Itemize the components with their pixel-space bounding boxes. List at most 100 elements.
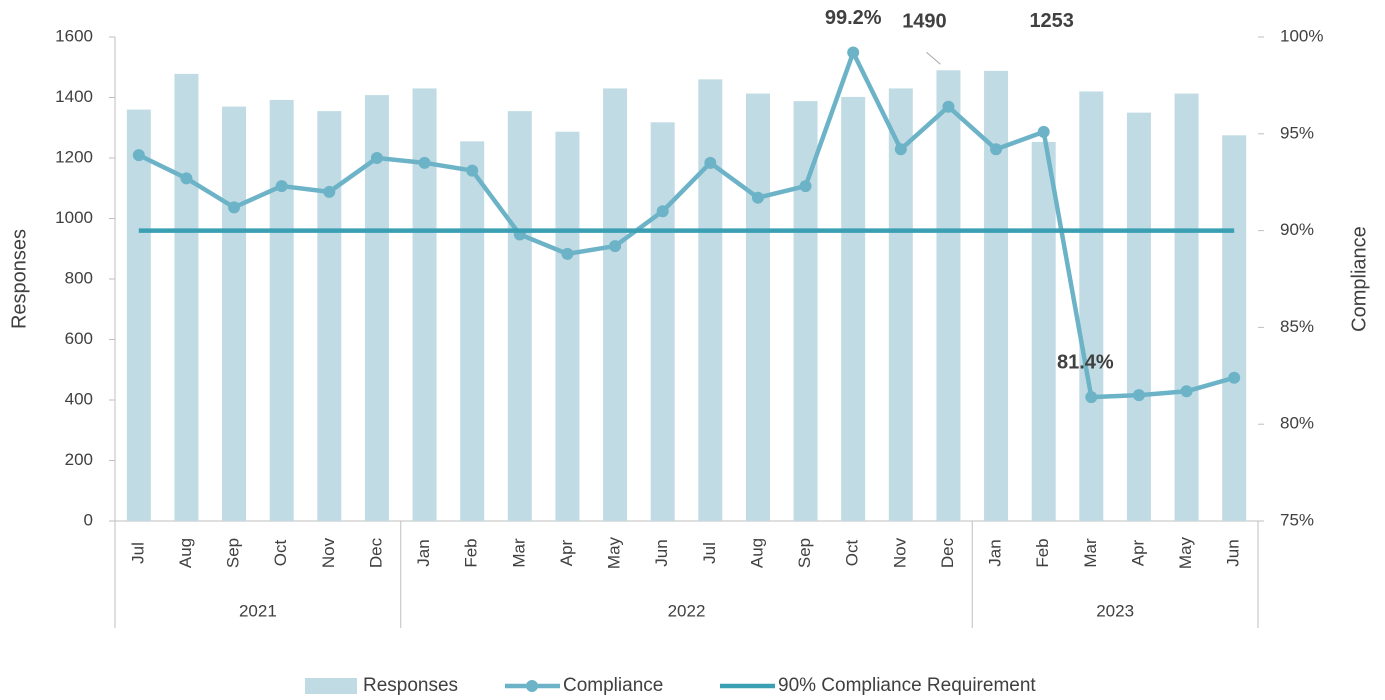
- bar: [841, 96, 866, 522]
- x-tick-label: Jul: [700, 542, 719, 564]
- marker: [180, 172, 193, 185]
- bar: [793, 101, 818, 521]
- x-tick-label: Apr: [557, 539, 576, 566]
- x-tick-label: Oct: [843, 540, 862, 567]
- marker: [942, 100, 955, 113]
- y-axis-label: Responses: [8, 229, 30, 329]
- bar: [174, 73, 199, 521]
- y2-tick-label: 95%: [1280, 123, 1314, 142]
- bar: [460, 141, 485, 522]
- x-tick-label: Jun: [652, 539, 671, 566]
- y-tick-label: 1400: [55, 87, 93, 106]
- y2-axis-label: Compliance: [1348, 226, 1370, 332]
- bar: [269, 99, 294, 522]
- data-label: 81.4%: [1057, 351, 1114, 373]
- y-tick-label: 0: [84, 510, 93, 529]
- bar: [507, 111, 532, 522]
- x-tick-label: Mar: [509, 538, 528, 568]
- group-label: 2022: [668, 601, 706, 620]
- y2-tick-label: 90%: [1280, 220, 1314, 239]
- bar: [222, 106, 247, 521]
- data-label: 1253: [1029, 10, 1074, 32]
- bar: [1174, 93, 1199, 521]
- bar: [936, 70, 961, 522]
- x-tick-label: May: [605, 536, 624, 569]
- y-tick-label: 400: [65, 389, 93, 408]
- marker: [275, 180, 288, 193]
- bar: [412, 88, 437, 522]
- line: [137, 50, 1235, 400]
- marker: [847, 46, 860, 59]
- x-tick-label: Feb: [1033, 538, 1052, 567]
- x-tick-label: Oct: [271, 540, 290, 567]
- x-tick-label: Dec: [366, 537, 385, 568]
- y-tick-label: 200: [65, 450, 93, 469]
- marker: [1037, 125, 1050, 138]
- marker: [751, 191, 764, 204]
- x-tick-label: Jun: [1224, 539, 1243, 566]
- x-tick-label: Aug: [176, 538, 195, 568]
- x-tick-label: Nov: [319, 537, 338, 568]
- group-label: 2021: [239, 601, 277, 620]
- x-tick-label: Apr: [1128, 539, 1147, 566]
- bar: [126, 109, 151, 521]
- x-tick-label: Sep: [224, 538, 243, 568]
- marker: [323, 185, 336, 198]
- bar: [1031, 141, 1056, 521]
- bar: [745, 93, 770, 521]
- legend-label: 90% Compliance Requirement: [778, 675, 1036, 696]
- x-tick-label: Sep: [795, 538, 814, 568]
- x-tick-label: May: [1176, 536, 1195, 569]
- y2-tick-label: 75%: [1280, 510, 1314, 529]
- bar: [698, 79, 723, 521]
- marker: [990, 143, 1003, 156]
- x-tick-label: Aug: [747, 538, 766, 568]
- data-label: 99.2%: [825, 7, 882, 29]
- marker: [1180, 385, 1193, 398]
- bar: [984, 70, 1009, 521]
- x-tick-label: Nov: [890, 537, 909, 568]
- y2-tick-label: 100%: [1280, 26, 1323, 45]
- marker: [370, 152, 383, 164]
- x-tick-label: Feb: [462, 538, 481, 567]
- legend-swatch: [305, 678, 357, 694]
- marker: [561, 247, 574, 260]
- legend-label: Responses: [363, 675, 458, 696]
- bar: [1222, 135, 1247, 521]
- y-tick-label: 800: [65, 268, 93, 287]
- x-tick-label: Mar: [1081, 538, 1100, 568]
- y-tick-label: 1000: [55, 208, 93, 227]
- x-tick-label: Jul: [128, 542, 147, 564]
- marker: [1085, 391, 1098, 404]
- legend-marker: [526, 680, 538, 692]
- data-label: 1490: [902, 11, 947, 33]
- y2-tick-label: 80%: [1280, 414, 1314, 433]
- y-tick-label: 1600: [55, 26, 93, 45]
- y-tick-label: 600: [65, 329, 93, 348]
- x-tick-label: Jan: [414, 539, 433, 566]
- bar: [555, 131, 580, 521]
- marker: [1132, 389, 1145, 402]
- bar: [1079, 91, 1104, 521]
- group-label: 2023: [1096, 601, 1134, 620]
- x-tick-label: Jan: [986, 539, 1005, 566]
- x-tick-label: Dec: [938, 537, 957, 568]
- marker: [466, 164, 479, 177]
- marker: [1228, 371, 1241, 384]
- bar: [650, 122, 675, 522]
- marker: [656, 205, 669, 218]
- marker: [609, 240, 622, 253]
- bar: [1126, 112, 1151, 521]
- marker: [132, 149, 145, 162]
- marker: [894, 143, 907, 156]
- bar: [317, 111, 342, 522]
- bar: [603, 88, 628, 522]
- marker: [228, 201, 241, 214]
- marker: [418, 156, 431, 169]
- y2-tick-label: 85%: [1280, 317, 1314, 336]
- bar: [888, 88, 913, 522]
- leader-line: [926, 51, 941, 65]
- y-tick-label: 1200: [55, 147, 93, 166]
